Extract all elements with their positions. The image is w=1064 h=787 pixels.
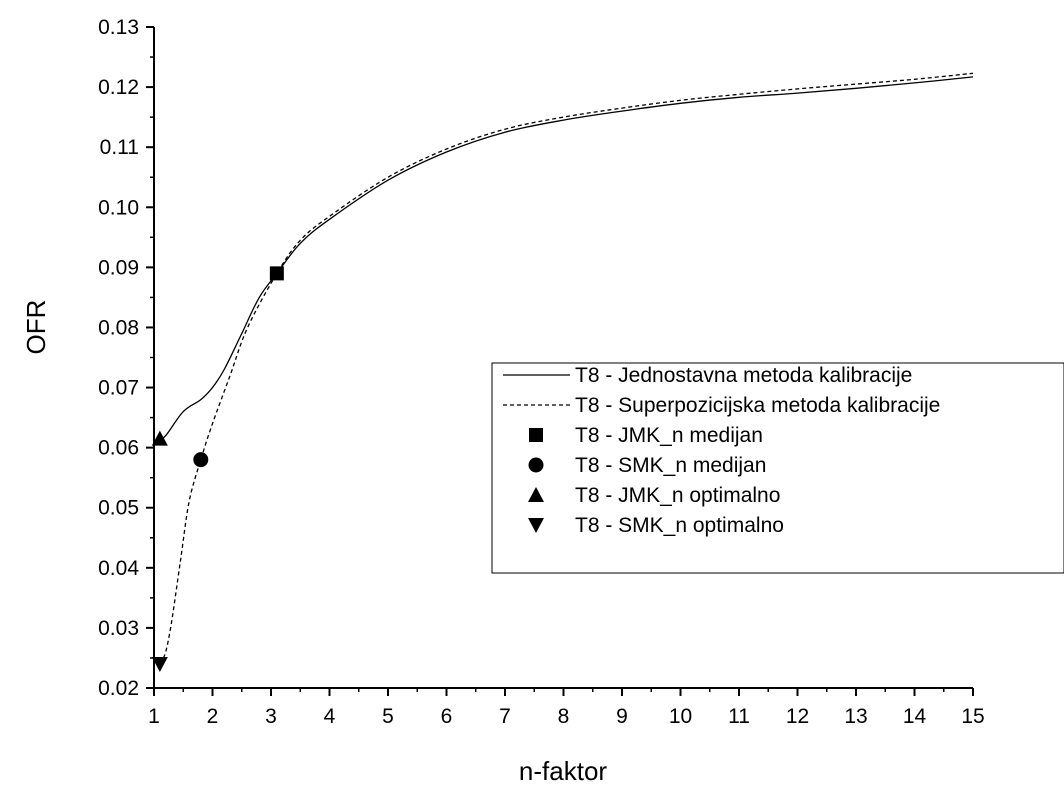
y-tick-label: 0.02	[98, 677, 139, 700]
x-tick-label: 5	[382, 705, 394, 728]
x-tick-label: 6	[441, 705, 453, 728]
x-axis-ticks: 1 2 3 4 5 6 7 8 9 10 11 12 13 14 15	[148, 688, 985, 728]
y-tick-label: 0.06	[98, 437, 139, 460]
x-tick-label: 10	[669, 705, 692, 728]
y-tick-label: 0.09	[98, 256, 139, 279]
y-tick-label: 0.05	[98, 497, 139, 520]
x-tick-label: 15	[961, 705, 984, 728]
x-tick-label: 11	[728, 705, 750, 728]
x-tick-label: 4	[324, 705, 336, 728]
legend-marker-triangle-down	[528, 518, 544, 533]
y-tick-label: 0.07	[98, 377, 139, 400]
legend-label: T8 - JMK_n medijan	[575, 424, 763, 447]
legend-label: T8 - JMK_n optimalno	[575, 484, 780, 507]
marker-circle	[193, 452, 209, 468]
legend-marker-circle	[528, 457, 544, 473]
legend-label: T8 - Jednostavna metoda kalibracije	[575, 364, 912, 387]
x-tick-label: 8	[558, 705, 570, 728]
legend-marker-triangle-up	[528, 487, 544, 502]
legend-marker-square	[529, 428, 543, 442]
y-tick-label: 0.13	[98, 16, 139, 39]
legend-label: T8 - SMK_n medijan	[575, 454, 766, 477]
x-tick-label: 2	[207, 705, 219, 728]
y-tick-label: 0.10	[98, 196, 139, 219]
x-tick-label: 14	[903, 705, 927, 728]
y-tick-label: 0.12	[98, 76, 139, 99]
x-tick-label: 13	[844, 705, 867, 728]
series-line-jednostavna	[156, 76, 974, 443]
legend-box	[491, 362, 1064, 574]
x-tick-label: 3	[265, 705, 277, 728]
y-tick-label: 0.11	[100, 136, 139, 159]
series-line-superpozicijska	[159, 72, 974, 665]
x-tick-label: 1	[148, 705, 160, 728]
x-tick-label: 12	[786, 705, 809, 728]
y-axis-ticks: 0.02 0.03 0.04 0.05 0.06 0.07 0.08 0.09 0.10 0.11…	[98, 16, 154, 700]
legend: T8 - Jednostavna metoda kalibracije T8 - …	[491, 362, 1064, 574]
y-tick-label: 0.03	[98, 617, 139, 640]
x-tick-label: 9	[616, 705, 628, 728]
legend-label: T8 - Superpozicijska metoda kalibracije	[575, 394, 940, 417]
series-layer	[156, 72, 974, 665]
marker-square	[269, 266, 284, 281]
marker-triangle-down	[151, 656, 168, 672]
x-tick-label: 7	[499, 705, 511, 728]
legend-label: T8 - SMK_n optimalno	[575, 514, 784, 537]
marker-layer	[151, 266, 284, 672]
marker-triangle-up	[151, 430, 168, 446]
y-tick-label: 0.04	[98, 557, 139, 580]
x-axis-title: n-faktor	[519, 756, 607, 786]
y-axis-title: OFR	[21, 300, 51, 355]
y-tick-label: 0.08	[98, 316, 139, 339]
